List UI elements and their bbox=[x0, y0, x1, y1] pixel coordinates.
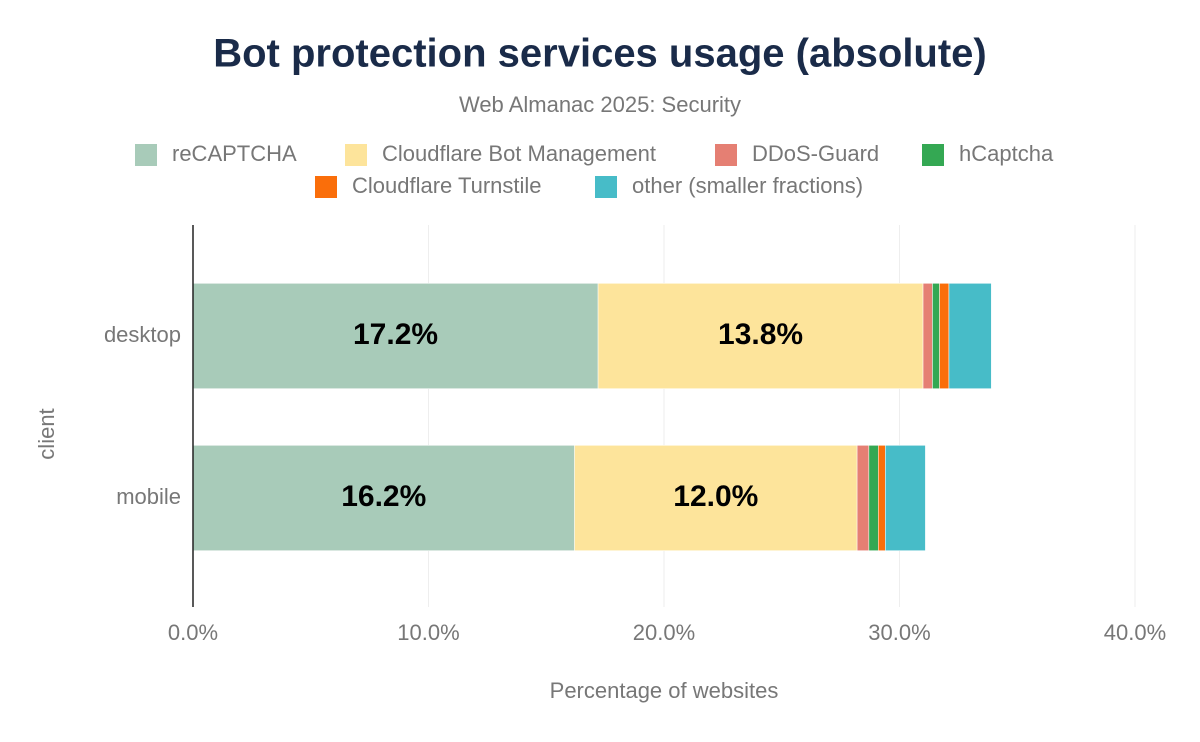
legend-label: Cloudflare Turnstile bbox=[352, 173, 542, 198]
value-label: 16.2% bbox=[341, 480, 426, 513]
legend-swatch bbox=[345, 144, 367, 166]
x-tick-label: 10.0% bbox=[397, 620, 459, 645]
chart-title: Bot protection services usage (absolute) bbox=[213, 32, 987, 76]
legend-label: hCaptcha bbox=[959, 141, 1054, 166]
bar-segment bbox=[856, 445, 870, 551]
x-tick-label: 30.0% bbox=[868, 620, 930, 645]
legend-label: other (smaller fractions) bbox=[632, 173, 863, 198]
bar-segment bbox=[878, 445, 886, 551]
bar-segment bbox=[932, 283, 940, 389]
legend-label: DDoS-Guard bbox=[752, 141, 879, 166]
bar-segment bbox=[574, 445, 858, 551]
y-tick-label: mobile bbox=[116, 484, 181, 509]
legend-label: Cloudflare Bot Management bbox=[382, 141, 656, 166]
bar-segment bbox=[192, 283, 599, 389]
legend-label: reCAPTCHA bbox=[172, 141, 297, 166]
y-axis-title: client bbox=[34, 408, 59, 459]
bar-segment bbox=[939, 283, 950, 389]
legend-swatch bbox=[922, 144, 944, 166]
value-label: 13.8% bbox=[718, 318, 803, 351]
bar-segment bbox=[868, 445, 879, 551]
y-tick-label: desktop bbox=[104, 322, 181, 347]
legend-swatch bbox=[595, 176, 617, 198]
legend-swatch bbox=[315, 176, 337, 198]
bar-segment bbox=[948, 283, 992, 389]
x-tick-label: 0.0% bbox=[168, 620, 218, 645]
value-label: 17.2% bbox=[353, 318, 438, 351]
x-tick-label: 20.0% bbox=[633, 620, 695, 645]
chart-subtitle: Web Almanac 2025: Security bbox=[459, 92, 741, 117]
value-label: 12.0% bbox=[673, 480, 758, 513]
x-axis-title: Percentage of websites bbox=[550, 678, 779, 703]
bar-segment bbox=[885, 445, 926, 551]
bar-segment bbox=[922, 283, 933, 389]
bar-segment bbox=[597, 283, 924, 389]
legend-swatch bbox=[715, 144, 737, 166]
x-tick-label: 40.0% bbox=[1104, 620, 1166, 645]
bar-segment bbox=[192, 445, 575, 551]
legend-swatch bbox=[135, 144, 157, 166]
